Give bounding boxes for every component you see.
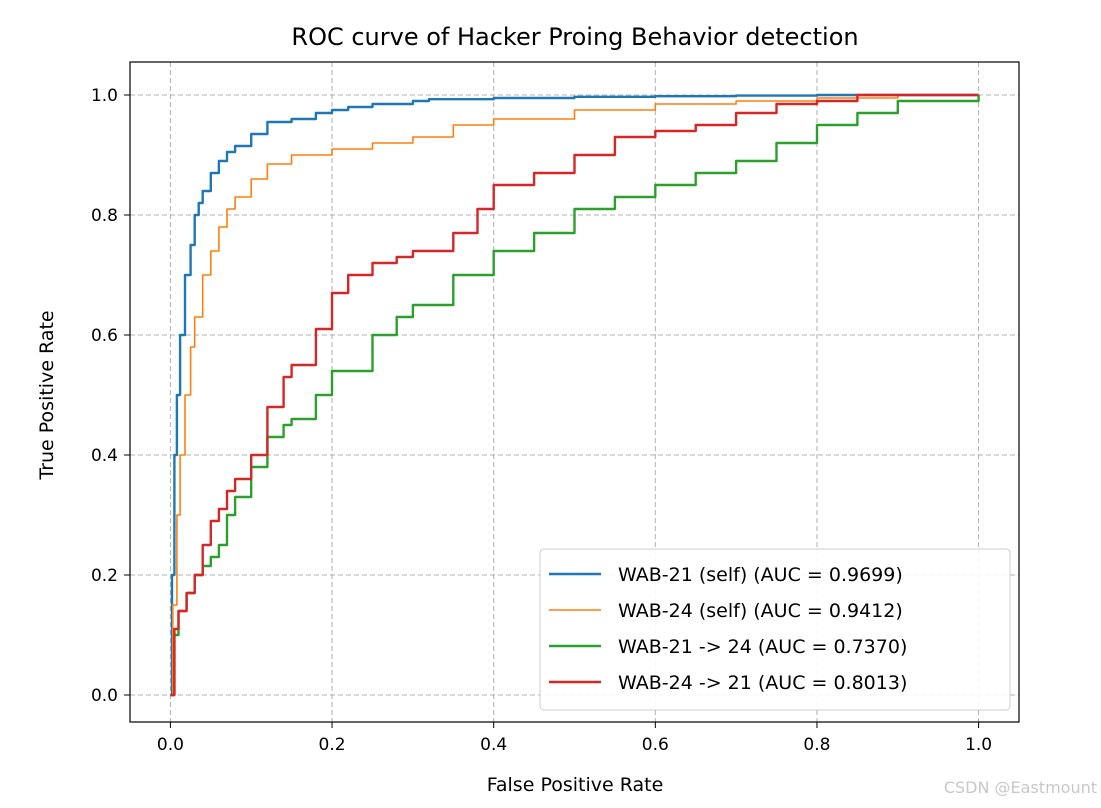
x-tick-label: 0.4 — [480, 735, 507, 755]
chart-title: ROC curve of Hacker Proing Behavior dete… — [291, 23, 858, 51]
legend-label: WAB-21 -> 24 (AUC = 0.7370) — [618, 636, 907, 658]
legend-label: WAB-21 (self) (AUC = 0.9699) — [618, 564, 903, 586]
legend: WAB-21 (self) (AUC = 0.9699) WAB-24 (self… — [539, 548, 1011, 711]
y-tick-label: 0.4 — [91, 446, 118, 466]
legend-box — [539, 548, 1011, 711]
x-tick-label: 0.0 — [157, 735, 184, 755]
x-axis-label: False Positive Rate — [487, 774, 664, 796]
series-line-3 — [170, 95, 980, 697]
y-axis-ticks: 0.0 0.2 0.4 0.6 0.8 1.0 — [91, 86, 130, 706]
series-line-2 — [170, 94, 979, 696]
y-tick-label: 1.0 — [91, 86, 118, 106]
x-tick-label: 0.2 — [319, 735, 346, 755]
y-axis-label: True Positive Rate — [36, 310, 58, 480]
y-tick-label: 0.8 — [91, 206, 118, 226]
legend-label: WAB-24 (self) (AUC = 0.9412) — [618, 600, 903, 622]
legend-label: WAB-24 -> 21 (AUC = 0.8013) — [618, 672, 907, 694]
x-axis-ticks: 0.0 0.2 0.4 0.6 0.8 1.0 — [157, 722, 992, 755]
y-tick-label: 0.2 — [91, 566, 118, 586]
plot-frame — [129, 61, 1020, 723]
x-tick-label: 0.6 — [642, 735, 669, 755]
y-tick-label: 0.6 — [91, 326, 118, 346]
watermark: CSDN @Eastmount — [944, 778, 1097, 797]
series-line-1 — [170, 93, 979, 697]
x-tick-label: 1.0 — [965, 735, 992, 755]
y-tick-label: 0.0 — [91, 686, 118, 706]
series-lines — [170, 93, 980, 697]
x-tick-label: 0.8 — [803, 735, 830, 755]
series-line-4 — [170, 93, 979, 697]
